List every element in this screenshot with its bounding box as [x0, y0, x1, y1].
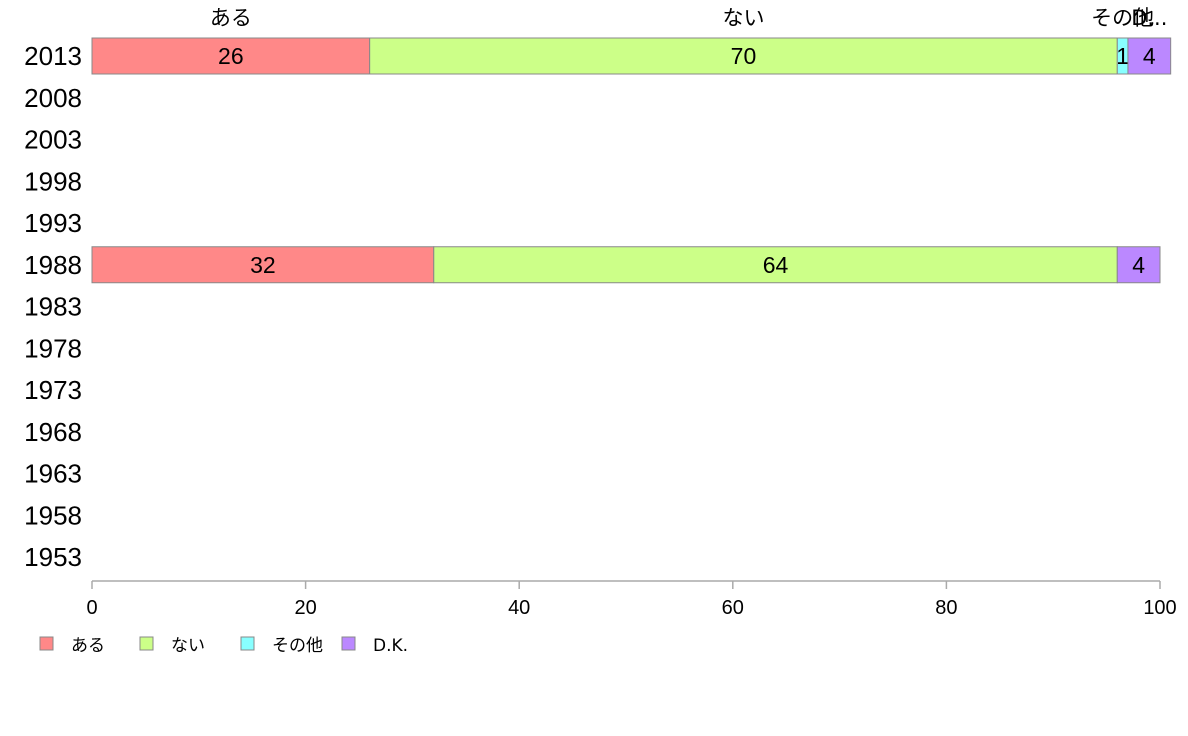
legend-label: その他	[272, 636, 323, 656]
year-label: 1983	[24, 292, 82, 322]
x-tick-label: 60	[722, 597, 744, 619]
legend-swatch	[341, 636, 356, 651]
segment-header-labels: ある ない その他D...	[210, 6, 1168, 30]
year-label: 2003	[24, 125, 82, 155]
x-tick-label: 0	[86, 597, 97, 619]
bar-value-label: 4	[1143, 43, 1156, 69]
year-label: 1973	[24, 375, 82, 405]
x-tick-label: 80	[935, 597, 957, 619]
year-label: 1958	[24, 500, 82, 530]
legend-label: ある	[71, 636, 105, 656]
legend-label: D.K.	[373, 636, 408, 656]
year-label: 1963	[24, 459, 82, 489]
legend: ある ない その他 D.K.	[39, 636, 408, 656]
bars-group: 26 70 1 432 64 4	[91, 37, 1172, 284]
segment-header-label: その他	[1091, 6, 1154, 30]
bar-value-label: 64	[763, 252, 789, 278]
bar-segment	[91, 37, 371, 75]
x-axis: 0 20 40 60 80 100	[86, 580, 1177, 619]
bar-value-label: 1	[1116, 43, 1129, 69]
segment-header-label: ない	[722, 6, 764, 30]
bar-segment	[1127, 37, 1172, 75]
x-tick-label: 100	[1143, 597, 1176, 619]
x-tick-label: 20	[294, 597, 316, 619]
legend-swatch	[39, 636, 54, 651]
bar-value-label: 70	[731, 43, 757, 69]
bar-value-label: 32	[250, 252, 276, 278]
bar-value-label: 26	[218, 43, 244, 69]
bar-segment	[1116, 246, 1161, 284]
year-axis-labels: 2013 2008 2003 1998 1993 1988 1983 1978 1973 1968…	[24, 41, 82, 572]
year-label: 1978	[24, 333, 82, 363]
segment-header-label: D...	[1131, 6, 1167, 30]
bar-segment	[369, 37, 1118, 75]
year-label: 1993	[24, 208, 82, 238]
bar-segment	[91, 246, 435, 284]
year-label: 1988	[24, 250, 82, 280]
bar-value-label: 4	[1132, 252, 1145, 278]
legend-swatch	[240, 636, 255, 651]
year-label: 2008	[24, 83, 82, 113]
year-label: 1968	[24, 417, 82, 447]
segment-header-label: ある	[210, 6, 252, 30]
x-tick-label: 40	[508, 597, 530, 619]
year-label: 1953	[24, 542, 82, 572]
legend-label: ない	[171, 636, 205, 656]
legend-swatch	[139, 636, 154, 651]
bar-segment	[433, 246, 1118, 284]
year-label: 1998	[24, 166, 82, 196]
year-label: 2013	[24, 41, 82, 71]
